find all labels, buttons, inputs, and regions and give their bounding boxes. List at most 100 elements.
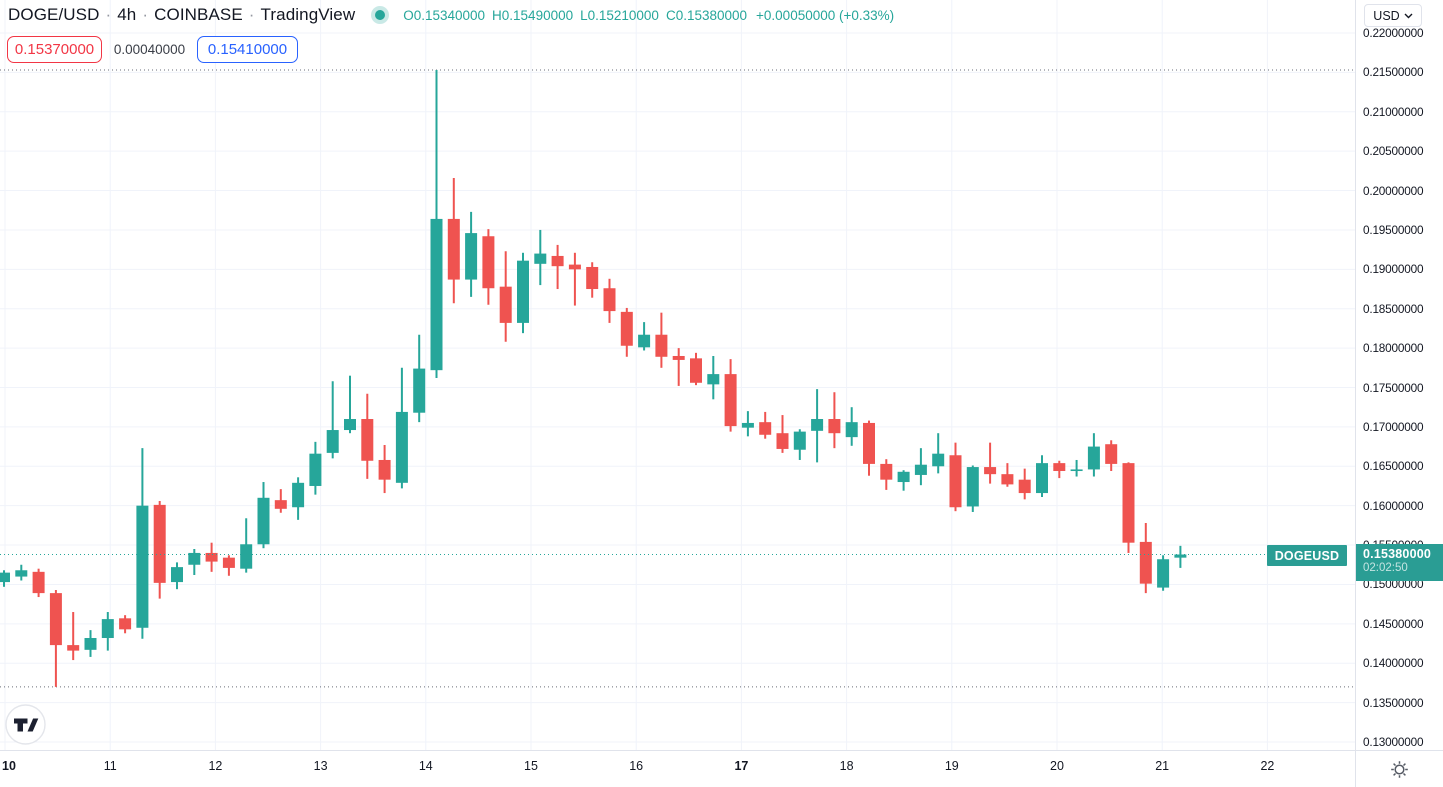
candle-body[interactable] — [707, 374, 720, 385]
symbol-title[interactable]: DOGE/USD — [8, 5, 100, 24]
trade-buttons-row: 0.15370000 0.00040000 0.15410000 — [7, 36, 298, 63]
candle-body[interactable] — [499, 286, 512, 323]
candle-body[interactable] — [257, 497, 270, 545]
candle-body[interactable] — [1105, 444, 1118, 464]
candle-body[interactable] — [672, 355, 685, 360]
candle-body[interactable] — [274, 500, 287, 509]
candle-body[interactable] — [326, 430, 339, 453]
candle-body[interactable] — [344, 419, 356, 431]
candle-body[interactable] — [188, 552, 201, 565]
candle-body[interactable] — [984, 467, 997, 475]
price-tick-label: 0.21000000 — [1363, 104, 1424, 119]
time-axis[interactable]: 10 11 12 13 14 15 16 17 18 19 20 21 22 — [0, 750, 1355, 787]
candle-body[interactable] — [655, 334, 668, 357]
candle-body[interactable] — [482, 236, 495, 289]
time-tick-label: 20 — [1050, 759, 1064, 773]
time-tick-label: 10 — [2, 759, 16, 773]
candle-body[interactable] — [568, 264, 581, 270]
candle-body[interactable] — [136, 505, 149, 628]
candle-body[interactable] — [880, 463, 893, 480]
candlestick-chart[interactable] — [0, 0, 1355, 750]
candle-body[interactable] — [15, 570, 28, 577]
candle-body[interactable] — [845, 422, 858, 438]
candle-body[interactable] — [430, 218, 443, 371]
time-tick-label: 11 — [103, 759, 117, 773]
candle-body[interactable] — [465, 233, 478, 280]
last-price-tag: 0.15380000 02:02:50 — [1356, 544, 1443, 581]
tradingview-logo[interactable] — [5, 704, 46, 745]
candle-body[interactable] — [1139, 541, 1152, 584]
interval-label[interactable]: 4h — [117, 5, 137, 24]
candle-body[interactable] — [914, 464, 927, 475]
candle-body[interactable] — [811, 419, 824, 431]
candle-body[interactable] — [551, 255, 564, 267]
candle-body[interactable] — [447, 218, 460, 280]
candle-body[interactable] — [240, 544, 253, 569]
price-tick-label: 0.13500000 — [1363, 695, 1424, 710]
scale-settings-gear-icon[interactable] — [1390, 760, 1409, 779]
candle-body[interactable] — [84, 638, 97, 650]
candle-body[interactable] — [1087, 446, 1100, 470]
candle-body[interactable] — [534, 253, 547, 264]
currency-toggle-button[interactable]: USD — [1364, 4, 1422, 27]
price-tick-label: 0.19000000 — [1363, 262, 1424, 277]
chart-legend[interactable]: DOGE/USD · 4h · COINBASE · TradingView O… — [8, 5, 894, 25]
ohlc-o: O0.15340000 — [403, 7, 486, 23]
candle-body[interactable] — [119, 618, 132, 630]
buy-button[interactable]: 0.15410000 — [196, 36, 298, 63]
candle-body[interactable] — [153, 504, 166, 583]
candle-body[interactable] — [517, 260, 529, 323]
sell-button[interactable]: 0.15370000 — [7, 36, 102, 63]
market-status-dot-icon[interactable] — [371, 6, 390, 24]
candle-body[interactable] — [793, 431, 806, 450]
candle-body[interactable] — [1036, 463, 1048, 494]
price-tick-label: 0.16000000 — [1363, 498, 1424, 513]
candle-body[interactable] — [932, 453, 945, 467]
time-tick-label: 16 — [629, 759, 644, 773]
candle-body[interactable] — [897, 471, 910, 483]
candle-body[interactable] — [620, 311, 633, 346]
candle-body[interactable] — [361, 419, 374, 461]
candle-body[interactable] — [49, 593, 62, 646]
separator: · — [105, 5, 112, 24]
candle-body[interactable] — [1018, 479, 1031, 494]
candle-body[interactable] — [1053, 463, 1066, 472]
candle-body[interactable] — [0, 572, 10, 583]
time-tick-label: 21 — [1155, 759, 1170, 773]
candle-body[interactable] — [1070, 469, 1083, 472]
candle-body[interactable] — [413, 368, 426, 413]
separator: · — [142, 5, 149, 24]
candle-body[interactable] — [222, 557, 235, 568]
candle-body[interactable] — [395, 411, 408, 483]
candle-body[interactable] — [171, 567, 183, 583]
candle-body[interactable] — [724, 374, 737, 427]
candle-body[interactable] — [101, 619, 114, 639]
candle-body[interactable] — [759, 422, 772, 435]
candle-body[interactable] — [638, 334, 651, 348]
candle-body[interactable] — [67, 645, 80, 651]
candle-body[interactable] — [1157, 559, 1170, 588]
candle-body[interactable] — [828, 419, 841, 434]
candle-body[interactable] — [863, 422, 875, 464]
candle-body[interactable] — [309, 453, 322, 486]
candle-body[interactable] — [949, 455, 962, 508]
candle-body[interactable] — [378, 459, 391, 480]
time-tick-label: 13 — [313, 759, 328, 773]
time-tick-label: 18 — [839, 759, 854, 773]
candle-body[interactable] — [1174, 554, 1187, 558]
candle-body[interactable] — [690, 358, 702, 383]
candle-body[interactable] — [586, 266, 599, 290]
candle-body[interactable] — [205, 552, 218, 562]
candle-body[interactable] — [1001, 474, 1014, 485]
candle-body[interactable] — [292, 482, 305, 508]
price-axis[interactable]: USD 0.22000000 0.21500000 0.21000000 0.2050… — [1355, 0, 1443, 750]
candle-body[interactable] — [603, 288, 616, 312]
candle-body[interactable] — [1122, 463, 1135, 543]
candle-body[interactable] — [966, 467, 979, 507]
price-tick-label: 0.14000000 — [1363, 656, 1424, 671]
candle-body[interactable] — [32, 571, 45, 594]
time-tick-label: 19 — [944, 759, 959, 773]
candle-body[interactable] — [776, 433, 789, 449]
last-price-value: 0.15380000 — [1363, 547, 1432, 561]
candle-body[interactable] — [741, 422, 754, 428]
